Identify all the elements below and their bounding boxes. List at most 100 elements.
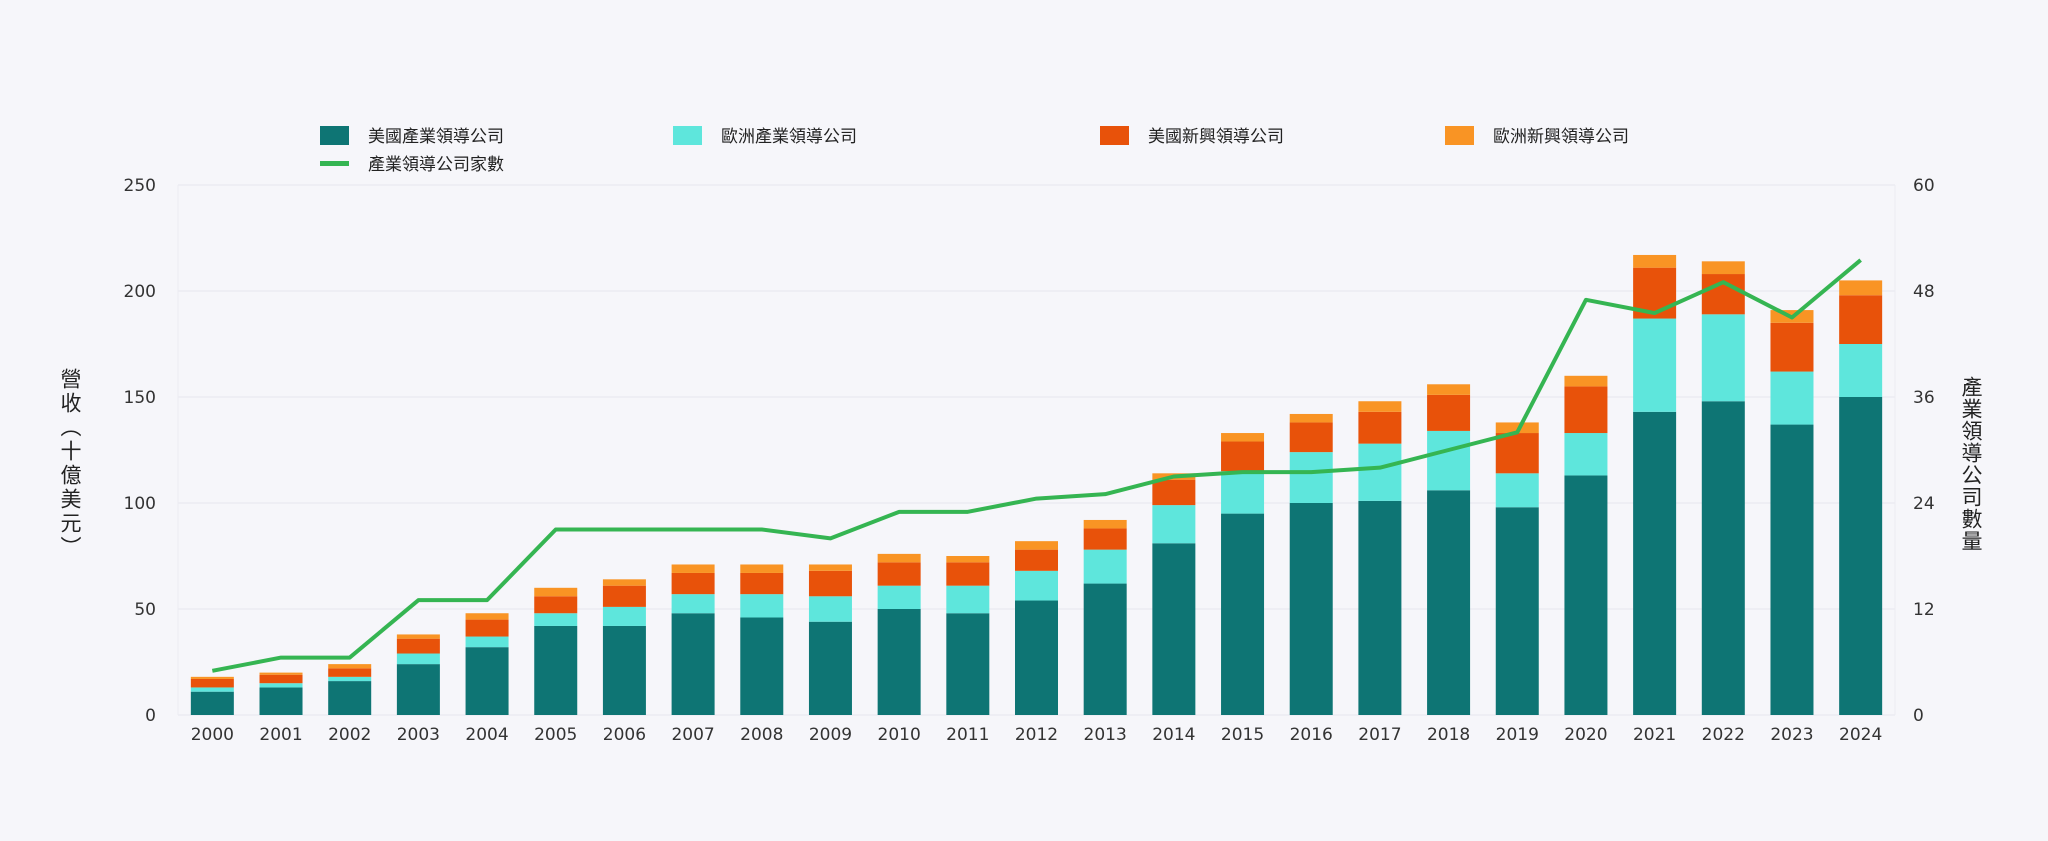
x-tick-label: 2017 (1358, 725, 1401, 745)
y2-axis-title: 產業領導公司數量 (1959, 376, 1983, 552)
bar-segment (328, 681, 372, 715)
bar-segment (671, 594, 715, 614)
bar-segment (808, 564, 852, 571)
x-tick-label: 2013 (1084, 725, 1127, 745)
bar-segment (1839, 295, 1883, 344)
bar-segment (602, 625, 646, 715)
x-tick-label: 2010 (878, 725, 921, 745)
bar-segment (808, 621, 852, 715)
y-axis-left: 0 50 100 150 200 250 (124, 176, 156, 726)
x-tick-label: 2015 (1221, 725, 1264, 745)
bar-segment (1633, 318, 1677, 412)
legend-label: 產業領導公司家數 (368, 155, 504, 175)
bar-segment (1221, 433, 1265, 442)
y2-tick-label: 24 (1913, 494, 1935, 514)
count-line-path (211, 258, 1862, 673)
x-tick-label: 2014 (1152, 725, 1195, 745)
bar-segment (1495, 422, 1539, 434)
bar-segment (1839, 397, 1883, 715)
bar-segment (1427, 384, 1471, 395)
legend-swatch (673, 126, 702, 145)
bar-segment (534, 596, 578, 614)
x-tick-label: 2019 (1496, 725, 1539, 745)
y-tick-label: 200 (124, 282, 156, 302)
y2-tick-label: 12 (1913, 600, 1935, 620)
bar-segment (190, 687, 234, 692)
x-tick-label: 2008 (740, 725, 783, 745)
bar-segment (1289, 422, 1333, 453)
legend-swatch (1445, 126, 1474, 145)
bar-segment (534, 613, 578, 626)
bar-segment (259, 674, 303, 684)
x-tick-label: 2018 (1427, 725, 1470, 745)
bar-segment (1358, 401, 1402, 412)
bar-segment (328, 664, 372, 669)
bar-segment (534, 625, 578, 715)
x-tick-label: 2006 (603, 725, 646, 745)
bar-segment (1839, 344, 1883, 397)
bar-segment (259, 683, 303, 688)
y-tick-label: 0 (145, 706, 156, 726)
bar-segment (1564, 475, 1608, 715)
grid-lines (177, 184, 1896, 716)
bar-segment (1701, 314, 1745, 402)
bar-segment (1152, 543, 1196, 715)
bar-segment (808, 570, 852, 597)
bar-segment (190, 676, 234, 679)
bar-segment (740, 572, 784, 595)
bar-segment (1701, 274, 1745, 315)
bar-segment (465, 647, 509, 715)
bar-segment (1427, 430, 1471, 491)
bar-segment (1015, 570, 1058, 601)
bar-segment (946, 556, 990, 563)
bar-segment (396, 638, 440, 654)
x-tick-label: 2003 (397, 725, 440, 745)
bar-segment (740, 564, 784, 573)
bar-segment (1015, 541, 1058, 550)
x-tick-label: 2012 (1015, 725, 1058, 745)
count-line (211, 258, 1862, 673)
bar-segment (1427, 490, 1471, 715)
y-axis-right: 0 12 24 36 48 60 (1913, 176, 1935, 726)
bar-segment (877, 585, 921, 609)
x-tick-label: 2004 (465, 725, 508, 745)
bar-segment (465, 636, 509, 648)
bar-segment (259, 687, 303, 715)
x-axis: 2000 2001 2002 2003 2004 2005 2006 2007 2008 2009… (191, 725, 1883, 745)
x-tick-label: 2021 (1633, 725, 1676, 745)
bar-stacks (190, 254, 1883, 715)
x-tick-label: 2016 (1290, 725, 1333, 745)
bar-segment (1083, 519, 1127, 529)
bar-segment (877, 609, 921, 715)
bar-segment (190, 678, 234, 688)
bar-segment (946, 562, 990, 586)
bar-segment (1083, 583, 1127, 715)
x-tick-label: 2007 (671, 725, 714, 745)
bar-segment (534, 587, 578, 597)
bar-segment (1358, 500, 1402, 715)
bar-segment (1839, 280, 1883, 296)
bar-segment (671, 613, 715, 715)
legend-label: 歐洲產業領導公司 (721, 127, 857, 147)
y-tick-label: 100 (124, 494, 156, 514)
bar-segment (877, 553, 921, 563)
bar-segment (328, 668, 372, 677)
bar-segment (465, 619, 509, 637)
bar-segment (740, 617, 784, 715)
bar-segment (1770, 322, 1814, 372)
legend-label: 美國產業領導公司 (368, 127, 504, 147)
bar-segment (946, 613, 990, 715)
x-tick-label: 2011 (946, 725, 989, 745)
x-tick-label: 2024 (1839, 725, 1882, 745)
bar-segment (1770, 371, 1814, 425)
y-tick-label: 50 (134, 600, 156, 620)
x-tick-label: 2020 (1564, 725, 1607, 745)
legend-label: 美國新興領導公司 (1148, 127, 1284, 147)
bar-segment (877, 562, 921, 586)
bar-segment (1083, 549, 1127, 584)
y-axis-title: 營收（十億美元） (58, 368, 82, 560)
y2-tick-label: 48 (1913, 282, 1935, 302)
bar-segment (396, 653, 440, 665)
bar-segment (1289, 413, 1333, 423)
